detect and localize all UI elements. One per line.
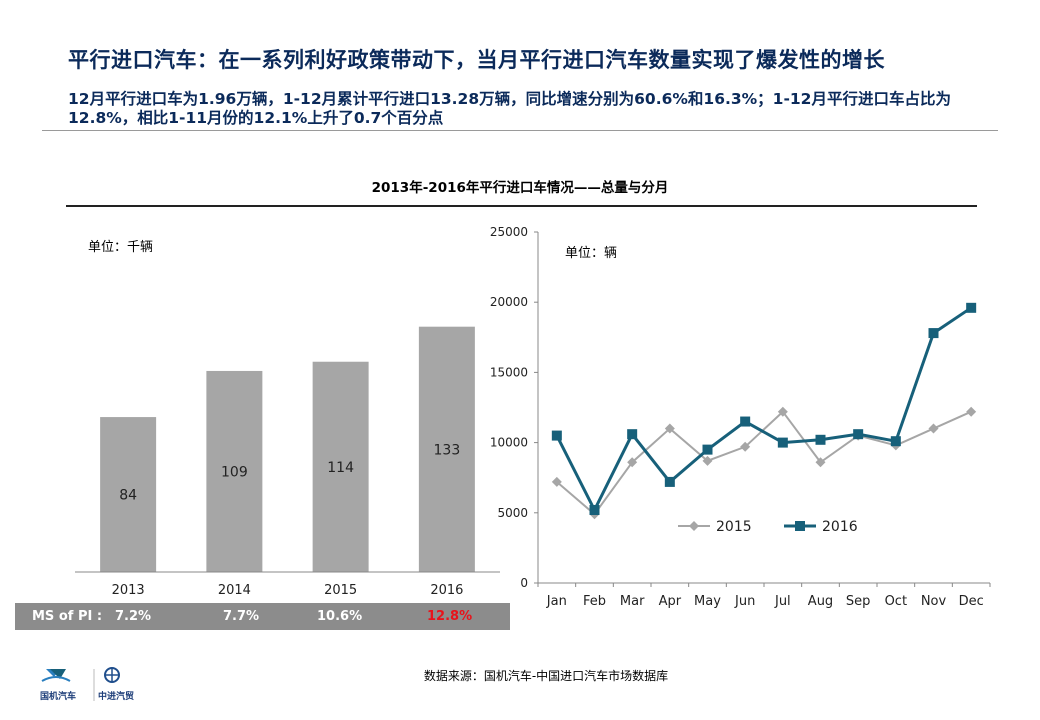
- point-2015-Mar: [627, 457, 638, 468]
- point-2016-Jan: [551, 430, 562, 441]
- point-2015-Aug: [815, 457, 826, 468]
- point-2016-Mar: [627, 429, 638, 440]
- guoji-logo-text: 国机汽车: [40, 692, 77, 702]
- point-2015-Nov: [928, 423, 939, 434]
- ms-value-2015: 10.6%: [317, 609, 363, 624]
- ms-value-2016: 12.8%: [427, 609, 473, 624]
- point-2015-Apr: [664, 423, 675, 434]
- point-2015-Dec: [966, 406, 977, 417]
- ms-value-2014: 7.7%: [223, 609, 260, 624]
- point-2016-Sep: [853, 429, 864, 440]
- point-2016-Jun: [740, 416, 751, 427]
- bar-data-label-2014: 109: [221, 464, 248, 480]
- logo-group: 国机汽车 中进汽贸: [40, 667, 160, 707]
- x-tick-label-Aug: Aug: [808, 594, 833, 609]
- ms-value-2013: 7.2%: [115, 609, 152, 624]
- zhongjin-logo-icon: [104, 667, 120, 683]
- point-2015-Jan: [551, 476, 562, 487]
- x-tick-label-Apr: Apr: [659, 594, 682, 609]
- x-tick-label-Sep: Sep: [846, 594, 871, 609]
- point-2015-May: [702, 455, 713, 466]
- x-tick-label-Oct: Oct: [885, 594, 907, 609]
- bar-data-label-2015: 114: [327, 460, 354, 476]
- guoji-logo-icon: [41, 669, 71, 682]
- bar-x-tick-2013: 2013: [112, 583, 145, 598]
- y-tick-label-0: 0: [520, 576, 528, 590]
- legend-marker-2016: [795, 521, 805, 531]
- series-line-2015: [556, 410, 972, 516]
- bar-x-tick-2015: 2015: [324, 583, 357, 598]
- ms-label: MS of PI :: [32, 609, 103, 624]
- point-2015-Jun: [740, 441, 751, 452]
- x-tick-label-Feb: Feb: [583, 594, 606, 609]
- y-tick-label-15000: 15000: [490, 365, 528, 379]
- bar-data-label-2016: 133: [434, 442, 461, 458]
- x-tick-label-May: May: [694, 594, 721, 609]
- x-tick-label-Jul: Jul: [774, 594, 791, 609]
- page-subtitle: 12月平行进口车为1.96万辆，1-12月累计平行进口13.28万辆，同比增速分…: [68, 90, 951, 127]
- point-2016-Aug: [815, 434, 826, 445]
- annual-bar-chart: 84 2013 109 2014 114 2015 133 2016: [75, 326, 500, 598]
- market-share-bar: MS of PI : 7.2% 7.7% 10.6% 12.8%: [15, 603, 510, 630]
- data-source-note: 数据来源：国机汽车-中国进口汽车市场数据库: [423, 669, 669, 683]
- header-divider: [42, 130, 998, 131]
- x-tick-label-Jan: Jan: [546, 594, 567, 609]
- bar-2014: [206, 370, 263, 572]
- point-2016-Dec: [966, 302, 977, 313]
- legend-label-2015: 2015: [716, 519, 752, 535]
- line-chart-unit-label: 单位：辆: [565, 246, 618, 261]
- company-logos: [41, 667, 120, 701]
- point-2016-Nov: [928, 328, 939, 339]
- y-tick-label-25000: 25000: [490, 225, 528, 239]
- point-2015-Jul: [777, 406, 788, 417]
- y-tick-label-5000: 5000: [497, 506, 528, 520]
- point-2016-May: [702, 444, 713, 455]
- point-2016-Jul: [777, 437, 788, 448]
- chart-title: 2013年-2016年平行进口车情况——总量与分月: [371, 180, 669, 196]
- bar-x-tick-2014: 2014: [218, 583, 251, 598]
- x-tick-label-Jun: Jun: [734, 594, 755, 609]
- bar-data-label-2013: 84: [119, 488, 137, 504]
- point-2016-Feb: [589, 504, 600, 515]
- bar-2015: [312, 361, 369, 572]
- point-2016-Apr: [664, 476, 675, 487]
- y-tick-label-10000: 10000: [490, 436, 528, 450]
- x-tick-label-Mar: Mar: [620, 594, 645, 609]
- bar-chart-unit-label: 单位：千辆: [88, 240, 154, 255]
- y-tick-label-20000: 20000: [490, 295, 528, 309]
- zhongjin-logo-text: 中进汽贸: [98, 692, 135, 702]
- series-line-2016: [555, 306, 973, 514]
- x-tick-label-Dec: Dec: [959, 594, 984, 609]
- point-2016-Oct: [890, 436, 901, 447]
- legend-label-2016: 2016: [822, 519, 858, 535]
- chart-title-divider: [66, 205, 977, 207]
- monthly-line-chart: 0 5000 10000 15000 20000 25000 Jan Feb Mar Apr May…: [490, 225, 991, 609]
- page-title: 平行进口汽车：在一系列利好政策带动下，当月平行进口汽车数量实现了爆发性的增长: [68, 48, 885, 72]
- x-tick-label-Nov: Nov: [921, 594, 947, 609]
- bar-2016: [418, 326, 475, 572]
- legend-marker-2015: [689, 521, 699, 531]
- bar-x-tick-2016: 2016: [430, 583, 463, 598]
- bar-2013: [100, 417, 157, 572]
